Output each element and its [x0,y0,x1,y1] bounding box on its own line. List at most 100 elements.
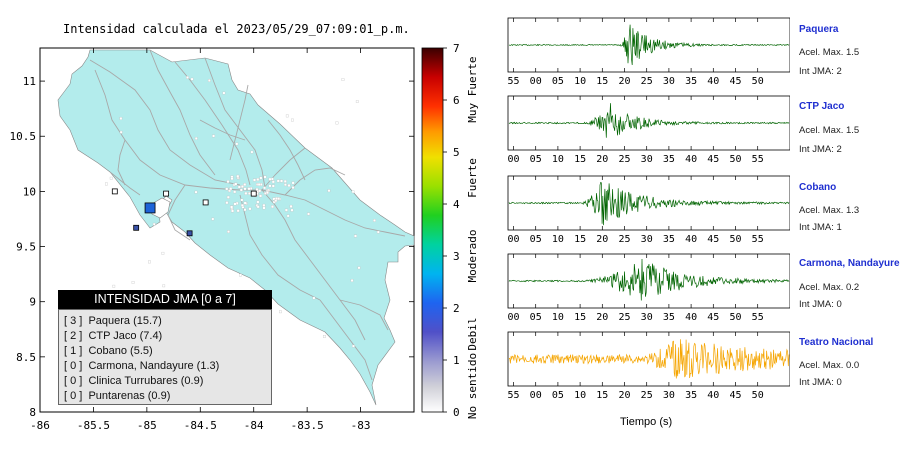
city-point [225,187,229,191]
time-tick-label: 40 [707,390,719,401]
legend-row: [ 2 ] CTP Jaco (7.4) [64,330,163,342]
mainland [57,49,415,406]
time-tick-label: 40 [685,312,697,323]
station-marker [133,224,140,231]
time-tick-label: 20 [596,154,608,165]
time-tick-label: 45 [707,234,719,245]
city-point [240,185,244,189]
time-tick-label: 10 [574,76,586,87]
city-point [350,279,354,282]
time-tick-label: 10 [552,154,564,165]
colorbar-tick-label: 6 [453,94,460,107]
road [89,59,241,186]
city-point [291,118,294,122]
city-point [243,201,247,205]
time-tick-label: 50 [752,390,764,401]
city-point [351,190,355,194]
time-tick-label: 40 [685,154,697,165]
city-point [259,176,263,180]
road [167,184,191,241]
city-point [257,183,261,186]
time-tick-label: 05 [552,76,564,87]
road [267,119,306,181]
time-tick-label: 15 [574,312,586,323]
city-point [289,204,293,208]
waveform-panel: 55 00 05 10 15 20 25 30 35 40 45 50 [507,331,790,401]
station-int: Int JMA: 2 [799,144,842,155]
city-point [335,121,339,125]
time-tick-label: 10 [574,390,586,401]
time-tick-label: 00 [507,154,519,165]
city-point [233,202,237,206]
station-name: CTP Jaco [799,101,845,112]
time-tick-label: 00 [530,76,542,87]
time-tick-label: 55 [752,154,764,165]
city-point [131,281,135,284]
city-point [256,200,260,204]
station-acel: Acel. Max. 1.5 [799,125,860,136]
road [204,57,266,189]
station-marker [250,190,257,197]
time-tick-label: 30 [641,312,653,323]
map-axes: -86 -85.5 -85 -84.5 -84 -83.5 -83 11 10.5 10 9.5 9 8… [10,48,414,432]
city-point [262,206,266,210]
lat-tick-label: 8.5 [16,351,36,364]
city-point [376,230,380,234]
time-tick-label: 10 [552,312,564,323]
city-point [247,187,251,191]
city-point [352,344,355,348]
colorbar-category-label: Moderado [466,230,479,283]
city-point [109,176,113,180]
time-tick-label: 25 [618,312,630,323]
time-tick-label: 55 [507,76,519,87]
time-tick-label: 10 [552,234,564,245]
time-tick-label: 05 [530,312,542,323]
lat-tick-label: 8 [29,406,36,419]
time-tick-label: 50 [729,154,741,165]
time-tick-label: 35 [685,76,697,87]
city-point [194,137,198,140]
station-int: Int JMA: 1 [799,222,842,233]
time-tick-label: 40 [707,76,719,87]
lon-tick-label: -84 [244,419,264,432]
waveform-trace [508,24,790,66]
city-point [327,189,331,193]
city-point [222,91,226,95]
city-point [250,150,254,154]
lon-tick-label: -85.5 [77,419,110,432]
waveform-panel: 00 05 10 15 20 25 30 35 40 45 50 55 [507,253,790,323]
legend-row: [ 0 ] Clinica Turrubares (0.9) [64,375,204,387]
colorbar-category-label: No sentido [466,353,479,419]
city-point [354,234,357,238]
city-point [226,180,230,184]
waveform-panels: 55 00 05 10 15 20 25 30 35 40 45 50 00 05 10 15 20 25 30 35… [507,17,790,401]
colorbar-tick-label: 5 [453,146,460,159]
city-point [291,186,295,190]
city-point [105,182,108,186]
waveform-trace [508,181,790,226]
intensity-colorbar: 0 1 2 3 4 5 6 7 No sentido Debil Moderado Fuerte Mu… [421,42,479,419]
city-point [161,251,165,255]
legend-row: [ 0 ] Puntarenas (0.9) [64,390,171,402]
time-tick-label: 20 [618,76,630,87]
city-point [233,190,237,194]
station-marker [163,190,169,197]
city-point [226,195,230,199]
lon-tick-label: -83.5 [291,419,324,432]
city-point [263,186,266,190]
station-marker [186,230,193,237]
city-point [271,184,275,188]
city-point [253,178,256,182]
city-point [230,177,234,181]
time-tick-label: 50 [729,312,741,323]
city-point [248,192,251,195]
time-tick-label: 00 [530,390,542,401]
city-point [312,296,316,300]
city-point [355,100,359,103]
city-point [256,178,260,181]
city-point [240,203,244,207]
time-tick-label: 45 [707,312,719,323]
lat-tick-label: 10 [23,185,36,198]
time-tick-label: 25 [618,234,630,245]
city-point [271,205,274,209]
